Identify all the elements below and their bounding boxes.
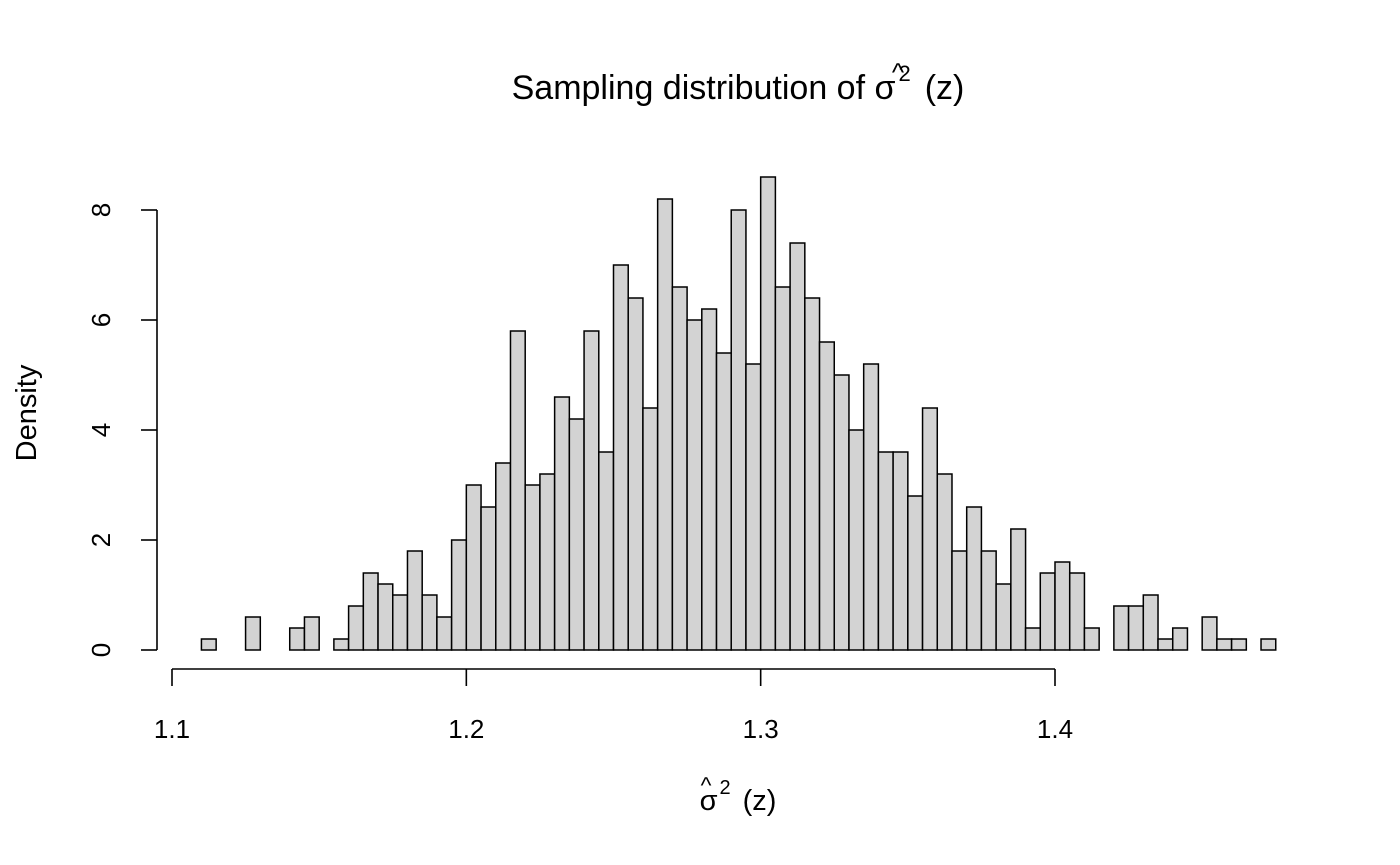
histogram-bar: [862, 363, 880, 651]
histogram-bar: [804, 297, 821, 651]
histogram-bar: [921, 407, 939, 651]
y-tick-label: 2: [86, 533, 116, 547]
histogram-bar: [1201, 616, 1218, 651]
histogram-bar: [995, 583, 1012, 651]
x-axis: 1.1 1.2 1.3 1.4: [154, 668, 1073, 744]
x-axis-label-symbol: σ: [700, 785, 718, 817]
histogram-bar: [627, 297, 644, 651]
histogram-bar: [377, 583, 394, 651]
x-tick-label: 1.2: [448, 714, 484, 744]
x-axis-label: σ 2 (z): [700, 777, 777, 817]
y-tick-label: 8: [86, 203, 116, 217]
histogram-bars: [200, 176, 1277, 651]
histogram-bar: [1216, 638, 1233, 651]
histogram-bar: [1113, 605, 1130, 651]
histogram-bar: [656, 198, 674, 651]
histogram-bar: [730, 209, 747, 651]
histogram-bar: [288, 627, 306, 651]
histogram-bar: [907, 495, 924, 651]
histogram-bar: [701, 308, 718, 651]
histogram-bar: [1127, 605, 1145, 651]
histogram-bar: [509, 330, 526, 651]
histogram-bar: [951, 550, 968, 651]
histogram-bar: [1083, 627, 1100, 651]
x-tick-label: 1.4: [1037, 714, 1073, 744]
x-tick-label: 1.3: [743, 714, 779, 744]
histogram-bar: [421, 594, 438, 651]
histogram-bar: [244, 616, 262, 651]
histogram-bar: [774, 286, 791, 651]
histogram-bar: [465, 484, 482, 651]
histogram-bar: [612, 264, 629, 651]
histogram-bar: [406, 550, 423, 651]
histogram-bar: [1230, 638, 1248, 651]
x-axis-label-power: 2: [719, 777, 730, 799]
x-axis-label-arg: (z): [743, 785, 777, 817]
y-tick-label: 6: [86, 313, 116, 327]
histogram-bar: [568, 418, 585, 651]
histogram-bar: [745, 363, 762, 651]
histogram-bar: [642, 407, 659, 651]
histogram-bar: [848, 429, 865, 651]
histogram-bar: [450, 539, 468, 651]
histogram-bar: [965, 506, 983, 651]
chart-title: Sampling distribution of σ 2 (z): [512, 61, 965, 107]
histogram-bar: [524, 484, 541, 651]
chart-title-arg: (z): [925, 69, 965, 107]
histogram-bar: [1024, 627, 1042, 651]
y-axis-label: Density: [11, 364, 43, 461]
histogram-bar: [877, 451, 894, 651]
histogram-bar: [480, 506, 497, 651]
histogram-bar: [1171, 627, 1189, 651]
histogram-bar: [671, 286, 688, 651]
histogram-bar: [1010, 528, 1027, 651]
chart-title-power: 2: [898, 61, 910, 86]
histogram-bar: [980, 550, 997, 651]
histogram-bar: [892, 451, 909, 651]
histogram-bar: [347, 605, 365, 651]
histogram-bar: [1068, 572, 1086, 651]
y-tick-label: 4: [86, 423, 116, 437]
histogram-bar: [392, 594, 409, 651]
histogram-bar: [759, 176, 777, 651]
histogram-bar: [936, 473, 953, 651]
histogram-bar: [539, 473, 556, 651]
histogram-bar: [598, 451, 615, 651]
histogram-bar: [553, 396, 571, 651]
histogram-bar: [833, 374, 850, 651]
x-axis-label-hat: ^: [701, 772, 712, 798]
y-tick-label: 0: [86, 643, 116, 657]
histogram-bar: [200, 638, 217, 651]
x-tick-label: 1.1: [154, 714, 190, 744]
histogram-bar: [436, 616, 453, 651]
histogram-bar: [1157, 638, 1174, 651]
histogram-bar: [686, 319, 703, 651]
histogram-bar: [1260, 638, 1277, 651]
histogram-bar: [333, 638, 350, 651]
histogram-bar: [789, 242, 806, 651]
histogram-bar: [583, 330, 600, 651]
chart-title-prefix: Sampling distribution of: [512, 69, 875, 107]
histogram-bar: [1054, 561, 1071, 651]
histogram-bar: [715, 352, 732, 651]
histogram-bar: [1142, 594, 1159, 651]
histogram-bar: [303, 616, 320, 651]
chart-title-hat: ^: [892, 57, 905, 87]
y-axis: 0 2 4 6 8: [86, 203, 158, 657]
histogram-bar: [495, 462, 512, 651]
histogram-bar: [362, 572, 379, 651]
chart-title-symbol: σ: [874, 69, 895, 107]
histogram-bar: [1039, 572, 1056, 651]
histogram-bar: [818, 341, 836, 651]
